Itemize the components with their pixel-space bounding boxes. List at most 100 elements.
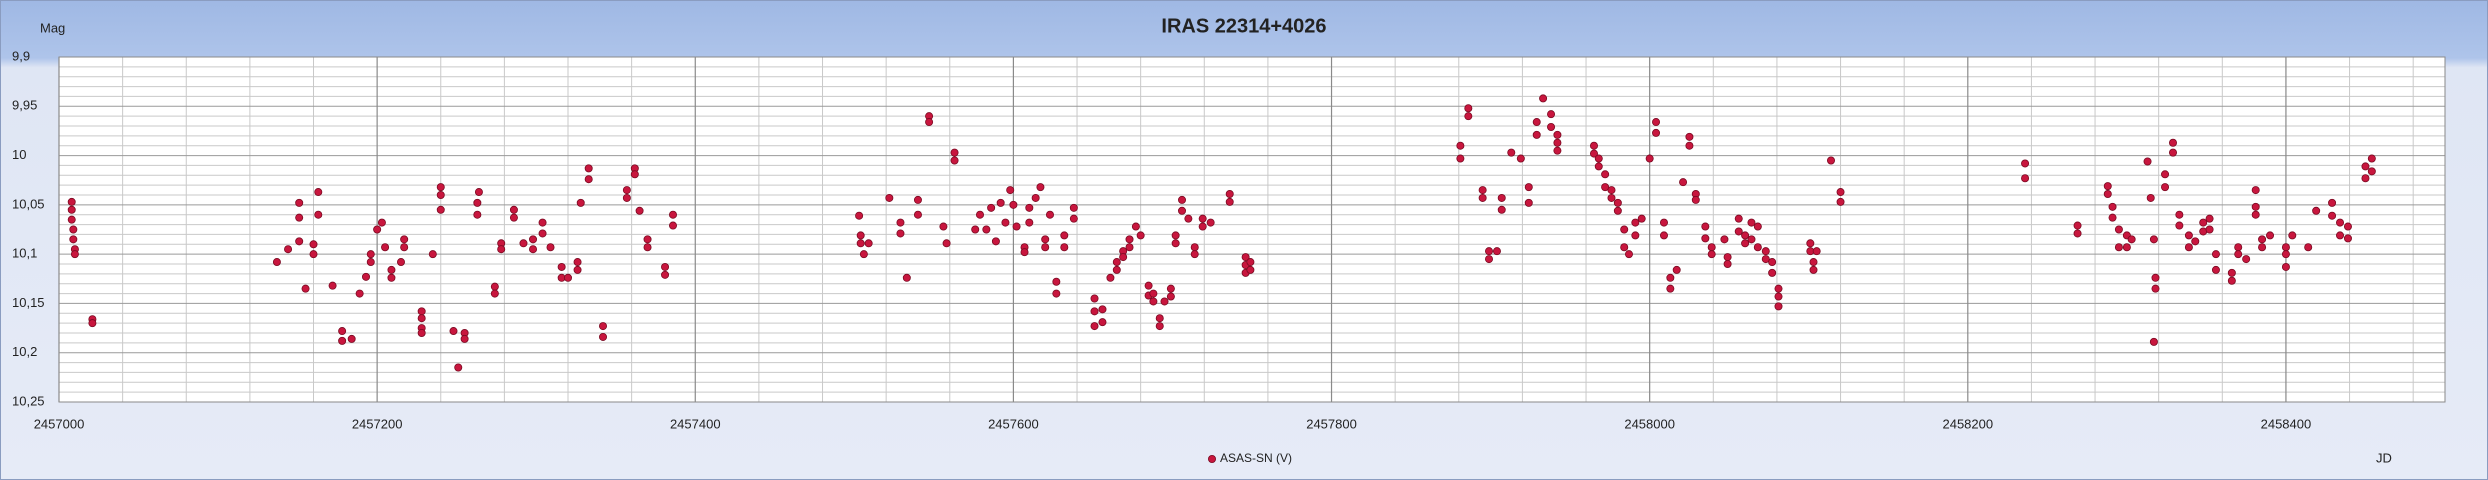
data-point [2227,268,2236,277]
data-point [913,210,922,219]
data-point [1001,218,1010,227]
data-point [2234,243,2243,252]
data-point [309,250,318,259]
data-point [939,222,948,231]
data-point [2151,273,2160,282]
data-point [2281,243,2290,252]
data-point [1707,250,1716,259]
data-point [1601,183,1610,192]
data-point [2184,231,2193,240]
data-point [1707,243,1716,252]
data-point [2175,210,2184,219]
data-point [355,289,364,298]
data-point [1720,235,1729,244]
data-point [400,235,409,244]
data-point [1166,292,1175,301]
data-point [668,221,677,230]
data-point [557,262,566,271]
data-point [1666,284,1675,293]
data-point [2367,154,2376,163]
data-point [2114,225,2123,234]
y-tick-label: 10,15 [12,295,45,310]
data-point [1734,227,1743,236]
data-point [509,205,518,214]
data-point [855,211,864,220]
data-point [2328,198,2337,207]
data-point [396,258,405,267]
data-point [1464,112,1473,121]
data-point [417,314,426,323]
data-point [1516,154,1525,163]
data-point [1206,218,1215,227]
data-point [1125,235,1134,244]
data-point [509,213,518,222]
data-point [643,235,652,244]
data-point [1747,218,1756,227]
data-point [314,210,323,219]
data-point [1524,183,1533,192]
data-point [1456,154,1465,163]
data-point [2343,222,2352,231]
data-point [1190,250,1199,259]
data-point [1685,141,1694,150]
data-point [1547,110,1556,119]
data-point [1031,193,1040,202]
data-point [1532,130,1541,139]
data-point [460,334,469,343]
data-point [1659,218,1668,227]
data-point [1155,314,1164,323]
data-point [295,213,304,222]
data-point [2151,284,2160,293]
data-point [1241,253,1250,262]
data-point [1485,255,1494,264]
data-point [987,203,996,212]
data-point [950,148,959,157]
data-point [1666,273,1675,282]
data-point [1478,186,1487,195]
data-point [1734,214,1743,223]
data-point [2073,229,2082,238]
legend-label: ASAS-SN (V) [1220,451,1292,465]
data-point [1009,200,1018,209]
data-point [1225,197,1234,206]
data-point [2304,243,2313,252]
data-point [529,235,538,244]
data-point [1747,235,1756,244]
data-point [1547,122,1556,131]
data-point [69,235,78,244]
data-point [2251,210,2260,219]
y-tick-label: 9,95 [12,98,37,113]
data-point [366,250,375,259]
x-tick-label: 2458200 [1942,416,1993,431]
data-point [2199,218,2208,227]
data-point [1637,214,1646,223]
data-point [2328,211,2337,220]
data-point [1679,178,1688,187]
data-point [1198,214,1207,223]
data-point [473,210,482,219]
data-point [1768,268,1777,277]
data-point [1613,206,1622,215]
data-point [859,250,868,259]
data-point [1497,205,1506,214]
data-point [338,336,347,345]
data-point [1761,255,1770,264]
data-point [1594,154,1603,163]
data-point [1753,243,1762,252]
data-point [1036,183,1045,192]
data-point [1659,231,1668,240]
data-point [377,218,386,227]
data-point [1723,253,1732,262]
data-point [449,327,458,336]
data-point [1190,243,1199,252]
y-tick-label: 10 [12,147,26,162]
data-point [381,243,390,252]
y-tick-label: 10,1 [12,246,37,261]
data-point [584,164,593,173]
data-point [1601,170,1610,179]
data-point [529,245,538,254]
data-point [2343,234,2352,243]
data-point [1524,198,1533,207]
data-point [1464,104,1473,113]
data-point [1774,284,1783,293]
